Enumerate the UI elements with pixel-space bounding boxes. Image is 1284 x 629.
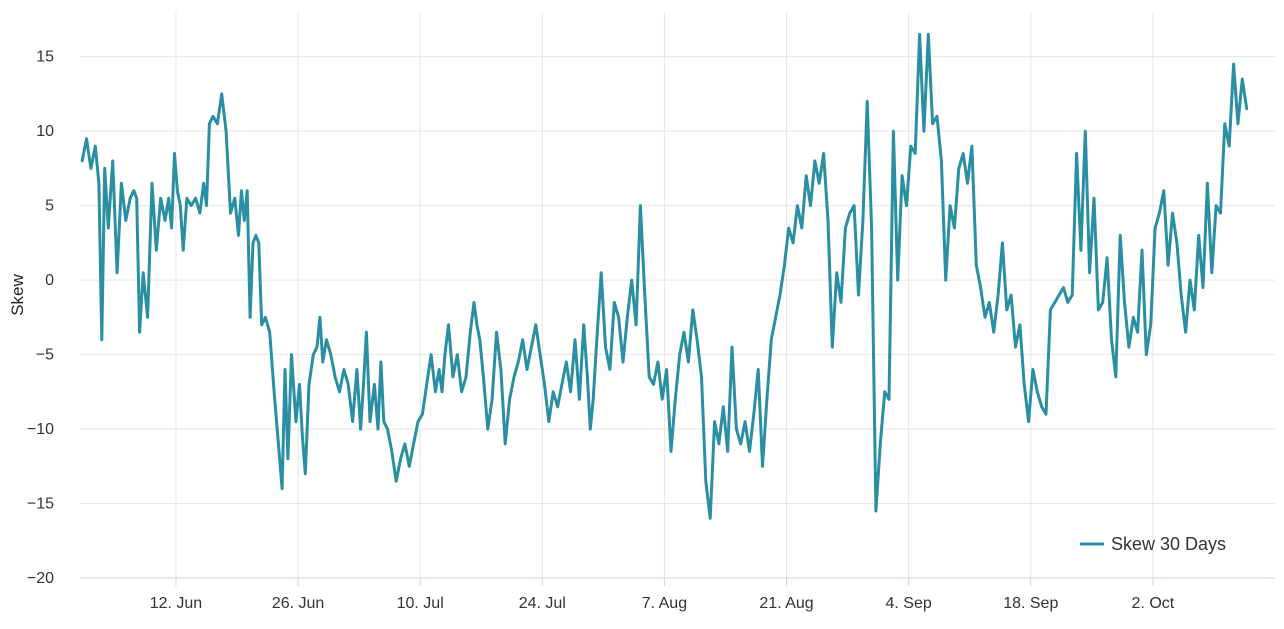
x-tick-label: 12. Jun bbox=[150, 595, 202, 612]
y-tick-label: −20 bbox=[27, 570, 54, 587]
legend-item-label: Skew 30 Days bbox=[1111, 534, 1226, 554]
y-axis-title: Skew bbox=[8, 273, 27, 315]
x-tick-label: 4. Sep bbox=[886, 595, 932, 612]
y-tick-label: 15 bbox=[36, 49, 54, 66]
x-tick-label: 2. Oct bbox=[1132, 595, 1175, 612]
y-tick-label: 0 bbox=[45, 272, 54, 289]
y-tick-label: −15 bbox=[27, 496, 54, 513]
y-axis-ticks: 15 10 5 0 −5 −10 −15 −20 bbox=[27, 49, 54, 587]
x-tick-label: 21. Aug bbox=[759, 595, 813, 612]
legend[interactable]: Skew 30 Days bbox=[1080, 534, 1226, 554]
x-axis-ticks: 12. Jun 26. Jun 10. Jul 24. Jul 7. Aug 21. Au… bbox=[150, 578, 1175, 612]
series-line[interactable] bbox=[80, 32, 1249, 520]
series-group bbox=[80, 32, 1249, 520]
x-tick-label: 10. Jul bbox=[397, 595, 444, 612]
x-tick-label: 18. Sep bbox=[1003, 595, 1058, 612]
x-tick-label: 26. Jun bbox=[272, 595, 324, 612]
grid-lines bbox=[80, 12, 1275, 579]
x-tick-label: 24. Jul bbox=[519, 595, 566, 612]
y-tick-label: 5 bbox=[45, 198, 54, 215]
y-tick-label: −5 bbox=[36, 347, 54, 364]
y-tick-label: 10 bbox=[36, 123, 54, 140]
x-tick-label: 7. Aug bbox=[642, 595, 687, 612]
y-tick-label: −10 bbox=[27, 421, 54, 438]
